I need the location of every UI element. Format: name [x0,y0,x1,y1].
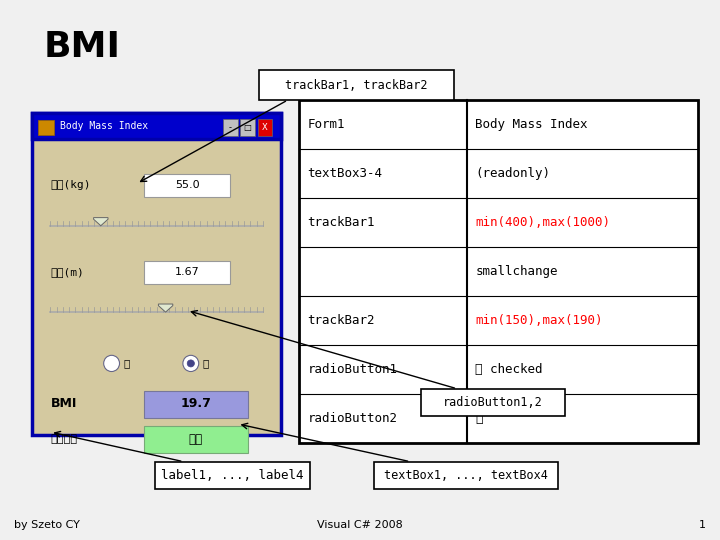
Text: 55.0: 55.0 [175,180,199,190]
Text: smallchange: smallchange [475,265,558,278]
Text: Body Mass Index: Body Mass Index [475,118,588,131]
Text: 19.7: 19.7 [181,397,211,410]
Bar [32,113,281,139]
Text: □: □ [244,123,251,132]
Bar [299,100,698,443]
Bar [144,426,248,453]
Text: min(150),max(190): min(150),max(190) [475,314,603,327]
Text: 正常: 正常 [189,433,203,446]
Ellipse shape [183,355,199,372]
Bar [259,70,454,100]
Text: 高度(m): 高度(m) [50,267,84,276]
Text: 女: 女 [123,359,130,368]
Text: X: X [262,123,268,132]
Text: radioButton1,2: radioButton1,2 [444,396,543,409]
FancyArrow shape [158,304,173,312]
Bar [223,119,238,136]
Text: (readonly): (readonly) [475,167,550,180]
Ellipse shape [187,360,194,367]
Text: trackBar2: trackBar2 [307,314,375,327]
Bar [144,174,230,197]
Bar [374,462,558,489]
Text: Body Mass Index: Body Mass Index [60,122,148,131]
Text: textBox3-4: textBox3-4 [307,167,382,180]
Text: trackBar1: trackBar1 [307,216,375,229]
Bar [421,389,565,416]
Bar [258,119,272,136]
Text: BMI: BMI [50,397,77,410]
Text: 男 checked: 男 checked [475,363,543,376]
Bar [144,391,248,418]
Text: radioButton1: radioButton1 [307,363,397,376]
Text: Visual C# 2008: Visual C# 2008 [317,520,403,530]
Bar [144,261,230,284]
FancyArrow shape [94,218,108,226]
Text: label1, ..., label4: label1, ..., label4 [161,469,303,482]
Ellipse shape [104,355,120,372]
Text: textBox1, ..., textBox4: textBox1, ..., textBox4 [384,469,548,482]
Bar [240,119,255,136]
Bar [32,113,281,139]
Text: radioButton2: radioButton2 [307,412,397,425]
Bar [38,120,54,135]
Text: min(400),max(1000): min(400),max(1000) [475,216,611,229]
Bar [32,113,281,435]
Text: BMI: BMI [43,30,120,64]
Text: by Szeto CY: by Szeto CY [14,520,80,530]
Text: 女: 女 [475,412,483,425]
Text: 体重(kg): 体重(kg) [50,180,91,190]
Text: 1.67: 1.67 [175,267,199,276]
Text: Form1: Form1 [307,118,345,131]
Text: 1: 1 [698,520,706,530]
Text: trackBar1, trackBar2: trackBar1, trackBar2 [285,78,428,92]
Text: 健康状況: 健康状況 [50,434,78,444]
Text: 男: 男 [202,359,209,368]
Text: -: - [229,123,232,132]
Bar [155,462,310,489]
